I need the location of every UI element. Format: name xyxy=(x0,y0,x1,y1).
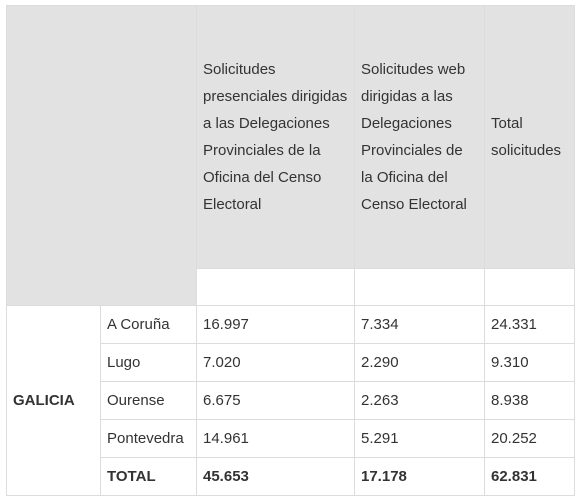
header-cell: Solicitudes web dirigidas a las Delegaci… xyxy=(354,5,485,269)
table-row: Pontevedra 14.961 5.291 20.252 xyxy=(7,419,575,458)
value-cell: 45.653 xyxy=(196,457,355,496)
value-cell: 17.178 xyxy=(354,457,485,496)
province-cell: Pontevedra xyxy=(100,419,197,458)
value-cell: 20.252 xyxy=(484,419,575,458)
value-cell: 2.290 xyxy=(354,343,485,382)
data-table: Solicitudes presenciales dirigidas a las… xyxy=(6,5,575,496)
value-cell: 7.334 xyxy=(354,305,485,344)
header-row: Solicitudes presenciales dirigidas a las… xyxy=(6,5,575,306)
header-blank xyxy=(6,5,197,306)
table-row: TOTAL 45.653 17.178 62.831 xyxy=(7,457,575,496)
empty-cell xyxy=(484,268,575,306)
value-cell: 62.831 xyxy=(484,457,575,496)
province-cell: Ourense xyxy=(100,381,197,420)
province-cell: Lugo xyxy=(100,343,197,382)
header-cell: Total solicitudes xyxy=(484,5,575,269)
header-cell: Solicitudes presenciales dirigidas a las… xyxy=(196,5,355,269)
region-cell: GALICIA xyxy=(6,305,101,496)
province-cell: TOTAL xyxy=(100,457,197,496)
province-cell: A Coruña xyxy=(100,305,197,344)
value-cell: 2.263 xyxy=(354,381,485,420)
value-cell: 8.938 xyxy=(484,381,575,420)
empty-cell xyxy=(354,268,485,306)
empty-cell xyxy=(196,268,355,306)
value-cell: 5.291 xyxy=(354,419,485,458)
value-cell: 6.675 xyxy=(196,381,355,420)
value-cell: 7.020 xyxy=(196,343,355,382)
value-cell: 24.331 xyxy=(484,305,575,344)
table-row: GALICIA A Coruña 16.997 7.334 24.331 xyxy=(6,305,575,496)
value-cell: 14.961 xyxy=(196,419,355,458)
value-cell: 16.997 xyxy=(196,305,355,344)
value-cell: 9.310 xyxy=(484,343,575,382)
